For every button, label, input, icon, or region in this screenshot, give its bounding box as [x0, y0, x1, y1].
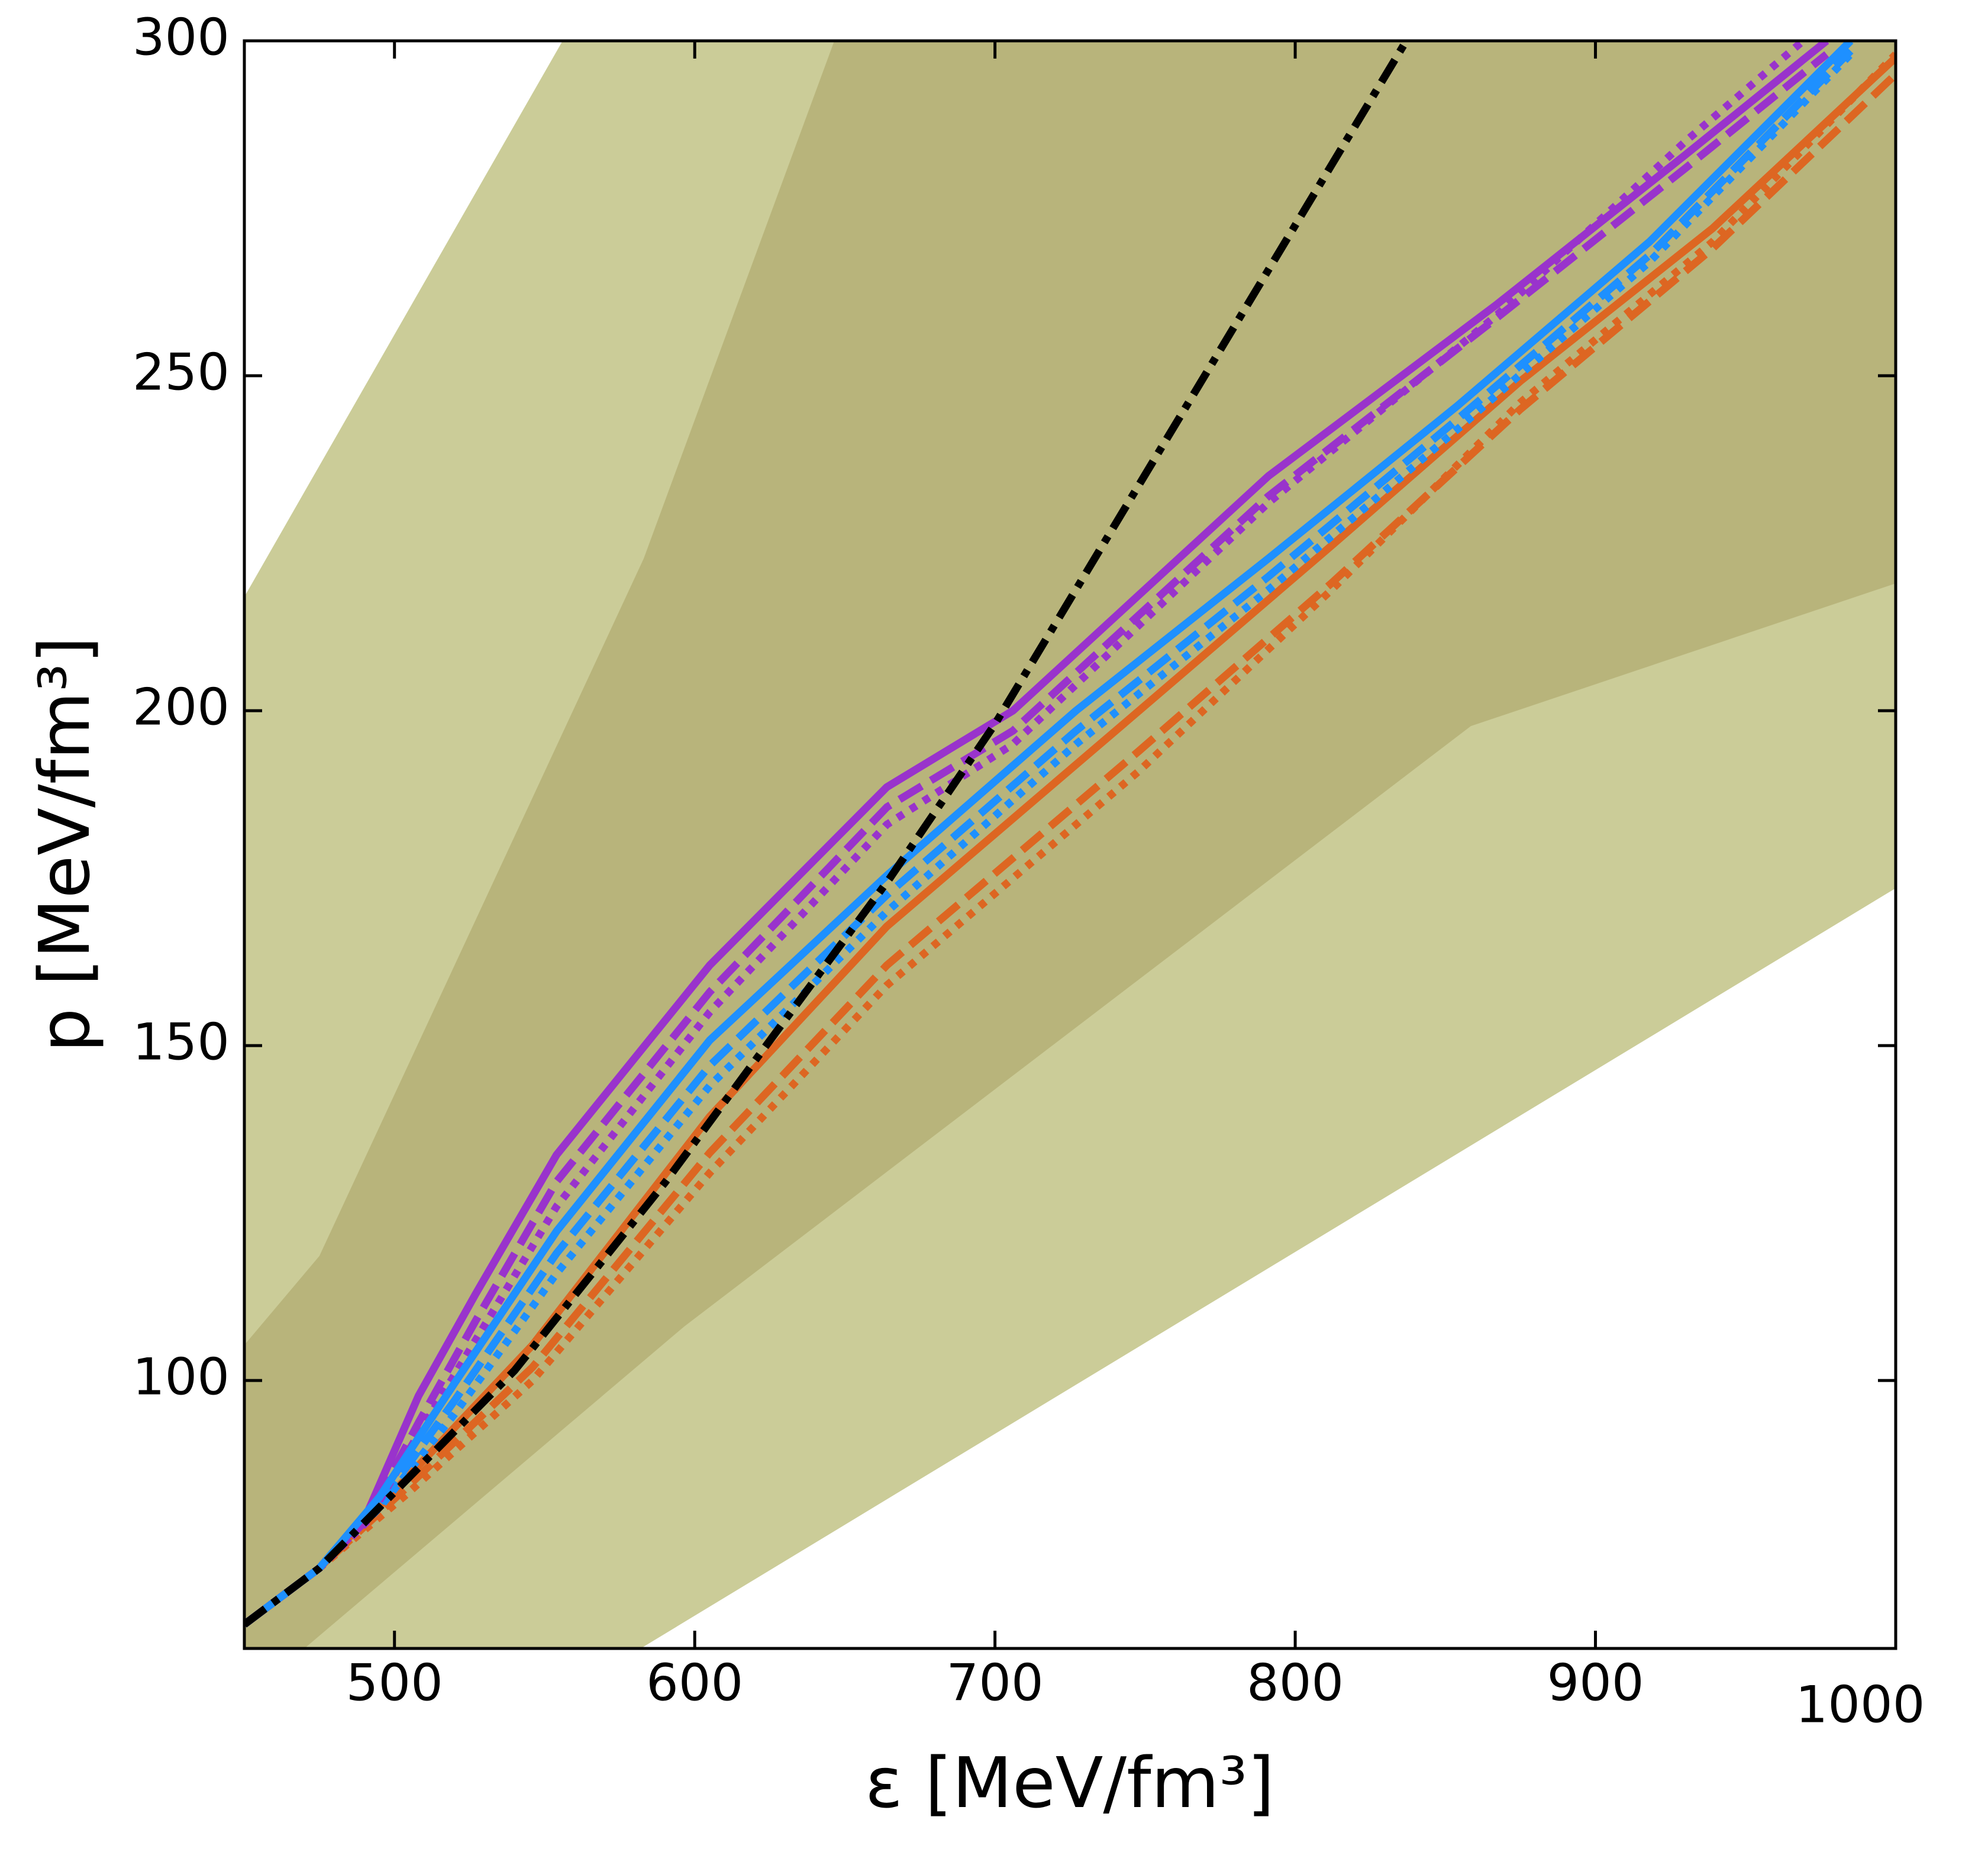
x-tick-label: 900 [1547, 1653, 1644, 1712]
y-tick-label: 250 [133, 343, 230, 402]
line-dotted [244, 41, 1809, 1628]
y-axis-label: p [MeV/fm³] [24, 636, 105, 1052]
band [244, 41, 1896, 1648]
plot-area [244, 41, 1896, 1648]
plot-frame [243, 39, 1897, 1650]
y-tick-label: 150 [133, 1013, 230, 1072]
line-solid [244, 41, 1854, 1628]
x-tick-label: 700 [947, 1653, 1044, 1712]
x-tick-label: 800 [1247, 1653, 1344, 1712]
y-tick-label: 200 [133, 678, 230, 737]
line-dashed [244, 71, 1896, 1628]
x-tick-label: 1000 [1796, 1675, 1925, 1734]
x-tick-label: 500 [346, 1653, 443, 1712]
x-tick-label: 600 [646, 1653, 743, 1712]
x-axis-label: ε [MeV/fm³] [865, 1742, 1274, 1824]
y-tick-label: 100 [133, 1348, 230, 1407]
y-tick-label: 300 [133, 8, 230, 67]
line-dashdot [244, 41, 1410, 1628]
